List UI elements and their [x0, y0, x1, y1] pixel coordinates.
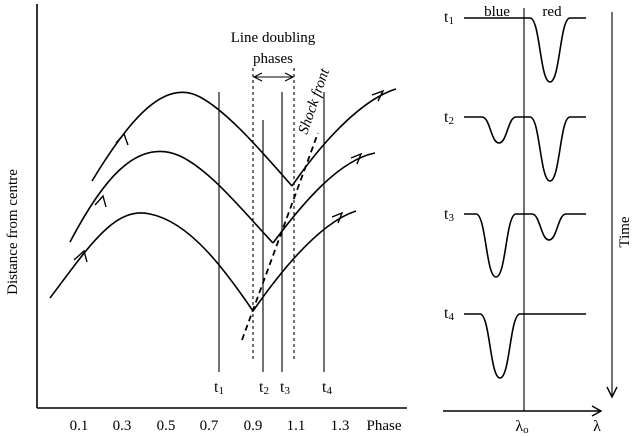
line-doubling-label-2: phases [253, 51, 293, 67]
line-profile-t2 [464, 116, 586, 182]
line-profile-t1 [464, 17, 586, 83]
profile-label-t3: t3 [444, 206, 454, 224]
line-profile-t3 [464, 213, 586, 278]
trajectory-middle-continuation [272, 152, 376, 244]
y-axis-label: Distance from centre [5, 169, 21, 295]
trajectory-middle [69, 150, 274, 244]
profile-label-t2: t2 [444, 109, 454, 127]
shock-front-label: Shock front [296, 66, 334, 136]
red-label: red [542, 4, 562, 20]
profile-label-t1: t1 [444, 9, 454, 27]
time-marker-label: t3 [280, 379, 290, 397]
line-profile-t4 [464, 313, 586, 379]
phase-tick-label: 0.5 [157, 418, 176, 434]
line-doubling-range-arrow [252, 72, 295, 82]
phase-tick-label: 1.1 [287, 418, 306, 434]
time-axis-label: Time [617, 216, 633, 247]
trajectory-outer [91, 91, 293, 187]
phase-tick-label: 1.3 [331, 418, 350, 434]
phase-tick-labels: 0.1 0.3 0.5 0.7 0.9 1.1 1.3 [70, 418, 350, 434]
trajectory-inner [49, 212, 254, 312]
time-marker-label: t2 [259, 379, 269, 397]
trajectory-arrowheads [73, 89, 385, 263]
line-doubling-label: Line doubling [231, 30, 316, 46]
phase-tick-label: 0.3 [113, 418, 132, 434]
wavelength-axis-label: λ [593, 418, 601, 435]
phase-tick-label: 0.9 [244, 418, 263, 434]
profile-label-t4: t4 [444, 305, 454, 323]
time-marker-label: t1 [214, 379, 224, 397]
x-axis-label: Phase [367, 418, 402, 434]
blue-label: blue [484, 4, 510, 20]
rest-wavelength-label: λo [515, 418, 529, 436]
line-profile-panel: blue red λo λ Time t1 t2 t3 t4 [443, 4, 633, 436]
phase-diagram-panel: Distance from centre 0.1 0.3 0.5 0.7 0.9… [5, 4, 407, 434]
time-marker-label: t4 [322, 379, 332, 397]
trajectory-inner-continuation [252, 210, 357, 312]
phase-tick-label: 0.1 [70, 418, 89, 434]
phase-tick-label: 0.7 [200, 418, 219, 434]
trajectory-outer-continuation [291, 88, 397, 187]
